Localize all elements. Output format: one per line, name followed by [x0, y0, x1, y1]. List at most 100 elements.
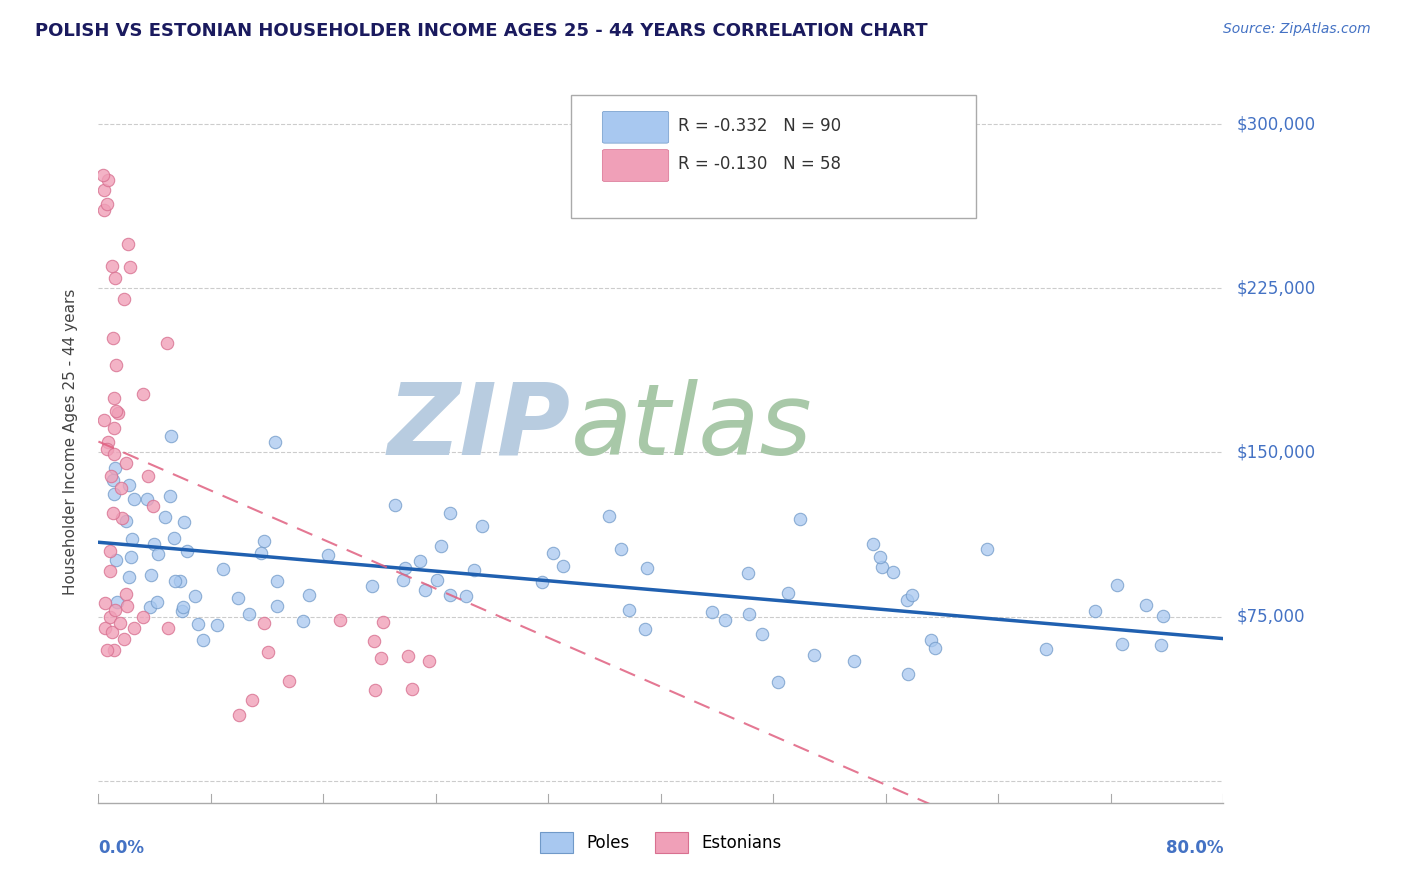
Point: [633, 622, 655, 636]
FancyBboxPatch shape: [602, 150, 669, 181]
Text: $75,000: $75,000: [1237, 607, 1306, 625]
Text: R = -0.332   N = 90: R = -0.332 N = 90: [678, 117, 841, 135]
Point: [924, 640, 946, 655]
Point: [191, 632, 214, 647]
Point: [103, 642, 125, 657]
Point: [617, 603, 640, 617]
Point: [142, 499, 165, 513]
Point: [97, 434, 120, 449]
Point: [610, 541, 633, 556]
Point: [184, 590, 207, 604]
Point: [146, 595, 169, 609]
FancyBboxPatch shape: [602, 112, 669, 143]
Point: [187, 616, 209, 631]
Point: [103, 420, 125, 434]
Point: [401, 681, 423, 696]
Point: [1152, 608, 1174, 623]
Point: [329, 613, 352, 627]
Point: [778, 585, 800, 599]
Point: [1111, 637, 1133, 651]
Point: [104, 358, 127, 372]
Point: [250, 546, 273, 560]
Point: [384, 498, 406, 512]
Point: [471, 519, 494, 533]
Point: [156, 336, 179, 351]
Point: [120, 260, 142, 274]
Point: [429, 539, 451, 553]
Text: Source: ZipAtlas.com: Source: ZipAtlas.com: [1223, 22, 1371, 37]
Point: [105, 595, 128, 609]
Point: [439, 588, 461, 602]
Point: [93, 203, 115, 218]
Point: [105, 553, 128, 567]
Point: [413, 583, 436, 598]
Point: [107, 406, 129, 420]
Point: [93, 183, 115, 197]
Point: [96, 642, 118, 657]
Point: [169, 574, 191, 588]
Point: [118, 478, 141, 492]
Point: [91, 169, 114, 183]
Point: [738, 607, 761, 621]
Point: [1105, 578, 1128, 592]
Point: [103, 391, 125, 405]
Point: [96, 197, 118, 211]
Point: [751, 627, 773, 641]
Y-axis label: Householder Income Ages 25 - 44 years: Householder Income Ages 25 - 44 years: [63, 288, 77, 595]
Point: [531, 574, 554, 589]
Point: [111, 511, 134, 525]
Text: POLISH VS ESTONIAN HOUSEHOLDER INCOME AGES 25 - 44 YEARS CORRELATION CHART: POLISH VS ESTONIAN HOUSEHOLDER INCOME AG…: [35, 22, 928, 40]
Point: [803, 648, 825, 663]
Point: [737, 566, 759, 581]
Point: [870, 559, 893, 574]
Point: [1084, 604, 1107, 618]
Point: [100, 469, 122, 483]
Point: [1150, 638, 1173, 652]
Point: [117, 237, 139, 252]
Point: [176, 543, 198, 558]
Point: [1135, 599, 1157, 613]
Legend: Poles, Estonians: Poles, Estonians: [533, 826, 789, 860]
Point: [426, 573, 449, 587]
Point: [101, 473, 124, 487]
Point: [394, 561, 416, 575]
Point: [897, 667, 920, 681]
Point: [901, 588, 924, 602]
Point: [844, 654, 866, 668]
Point: [766, 675, 789, 690]
Point: [789, 511, 811, 525]
Point: [862, 537, 884, 551]
Point: [124, 492, 146, 507]
Point: [714, 613, 737, 627]
Point: [94, 621, 117, 635]
Point: [110, 481, 132, 495]
Point: [139, 568, 162, 582]
Point: [159, 489, 181, 503]
Point: [104, 603, 127, 617]
Point: [242, 693, 264, 707]
Point: [1035, 641, 1057, 656]
Text: 80.0%: 80.0%: [1166, 838, 1223, 857]
Point: [118, 570, 141, 584]
Point: [101, 260, 124, 274]
Point: [98, 564, 121, 578]
Point: [896, 593, 918, 607]
Point: [456, 590, 478, 604]
Point: [143, 537, 166, 551]
Point: [226, 591, 249, 605]
Text: $150,000: $150,000: [1237, 443, 1316, 461]
Point: [115, 514, 138, 528]
Point: [112, 632, 135, 646]
Point: [148, 547, 170, 561]
Point: [882, 565, 904, 579]
Point: [207, 618, 229, 632]
Point: [921, 632, 943, 647]
Point: [153, 510, 176, 524]
Point: [101, 625, 124, 640]
Point: [228, 708, 250, 723]
Point: [100, 544, 122, 558]
Point: [162, 531, 184, 545]
Point: [172, 599, 194, 614]
Point: [277, 673, 299, 688]
Text: $225,000: $225,000: [1237, 279, 1316, 297]
